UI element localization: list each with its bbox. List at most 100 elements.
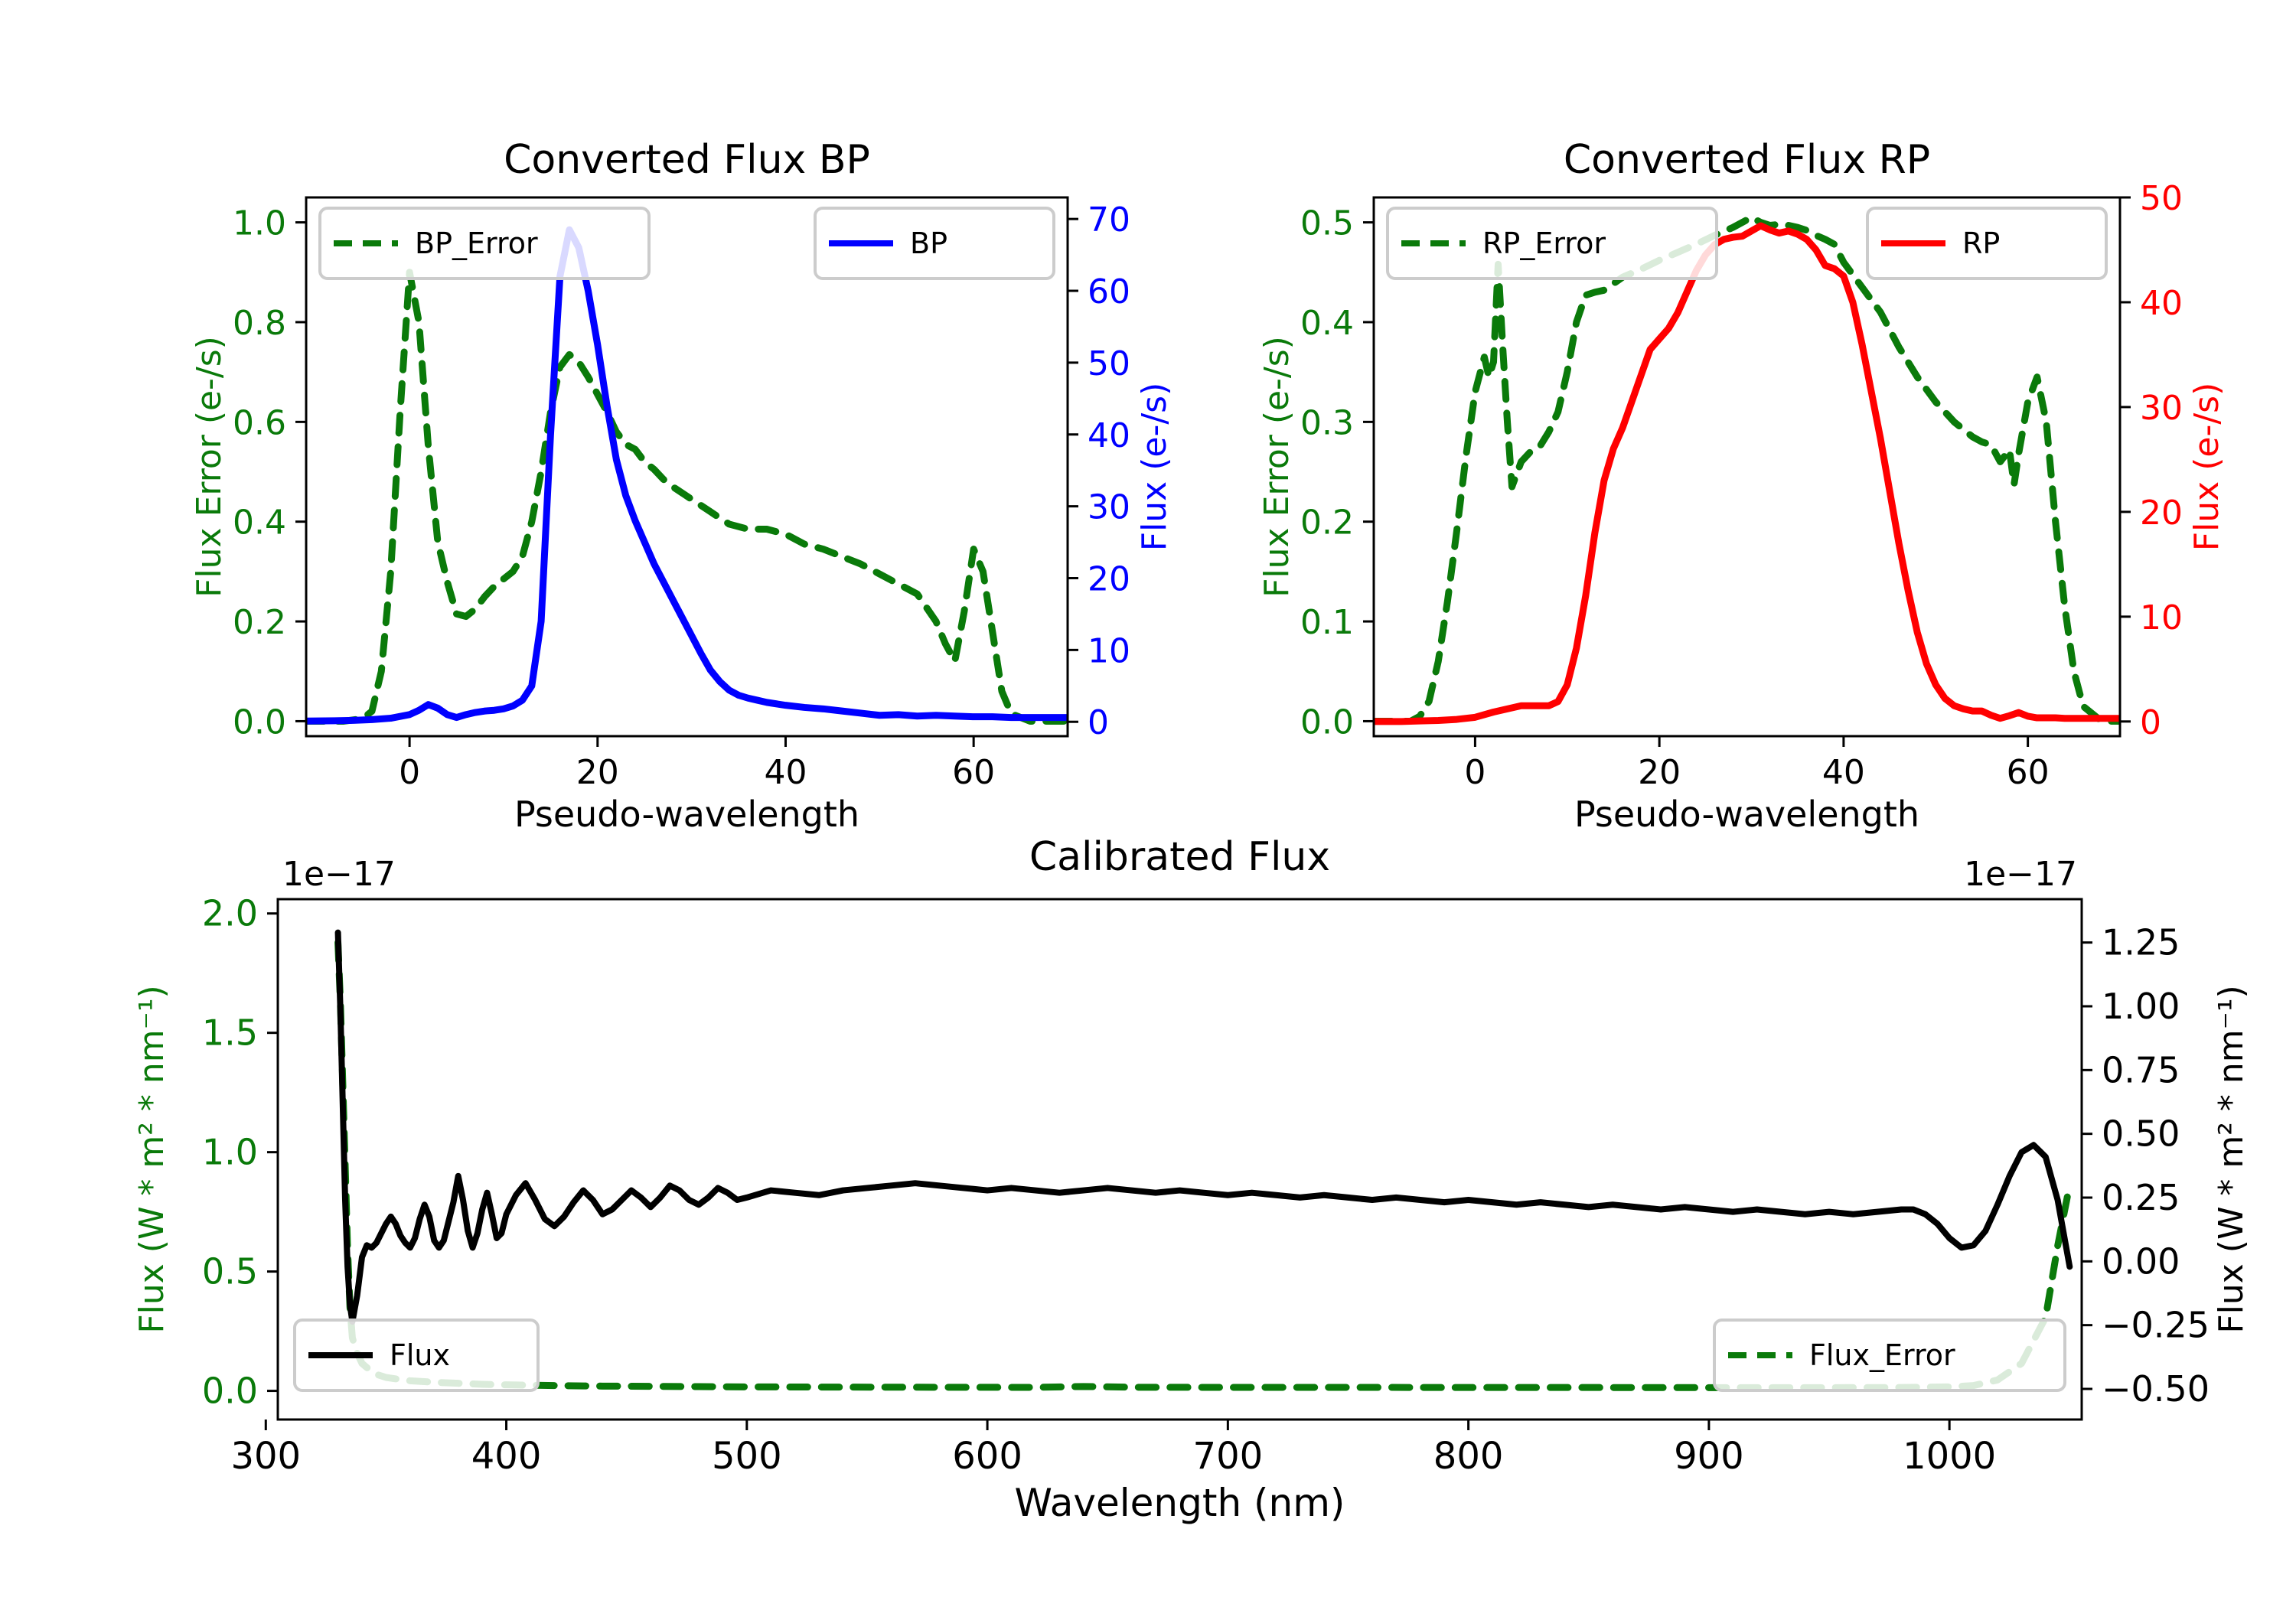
legend-label: RP [1962,227,2000,260]
ytick-label-left: 1.5 [202,1012,258,1054]
panel-converted-flux-rp: Converted Flux RP 0.0 0.1 0.2 0.3 0.4 0.5 0 10 20… [1257,137,2226,835]
yaxis-label-left-rp: Flux Error (e-/s) [1257,336,1296,598]
legend-flux[interactable]: Flux [293,1319,540,1392]
ytick-label-right: 0.75 [2102,1049,2180,1090]
series-bp [306,226,1068,725]
xaxis-label-bp: Pseudo-wavelength [514,794,859,835]
ytick-label-right: 50 [2140,179,2183,218]
ytick-label-right: 1.00 [2102,986,2180,1027]
yaxis-label-right-rp: Flux (e-/s) [2187,383,2226,551]
axes-frame [305,196,1069,738]
ytick-label-right: 0 [1088,703,1109,742]
xtick-label: 0 [1464,753,1486,792]
xaxis-label-rp: Pseudo-wavelength [1574,794,1919,835]
ytick-label-left: 2.0 [202,893,258,934]
yaxis-label-right-calibrated: Flux (W * m² * nm⁻¹) [2212,985,2251,1333]
plot-area-bp [306,226,1068,725]
ytick-label-right: 20 [1088,559,1130,598]
ytick-label-left: 0.0 [202,1371,258,1412]
ytick-label-right: 20 [2140,494,2183,533]
yaxis-label-left-calibrated: Flux (W * m² * nm⁻¹) [132,985,171,1333]
ytick-label-right: 1.25 [2102,922,2180,963]
ytick-label-left: 1.0 [233,204,286,243]
legend-frame [1866,207,2108,280]
xtick-label: 20 [1638,753,1681,792]
xaxis-label-calibrated: Wavelength (nm) [1015,1481,1345,1525]
series-rp-error [1374,214,2120,725]
legend-frame [814,207,1055,280]
ytick-label-right: 0.25 [2102,1177,2180,1218]
xtick-label: 900 [1674,1435,1744,1478]
ytick-label-right: 0.50 [2102,1113,2180,1155]
ytick-label-left: 0.0 [233,702,286,742]
panel-title-calibrated: Calibrated Flux [1029,834,1330,880]
panel-converted-flux-bp: Converted Flux BP 0.0 0.2 0.4 0.6 0.8 1.0 0 10 20… [190,137,1174,835]
xtick-label: 400 [471,1435,542,1478]
offset-label-left: 1e−17 [282,855,396,894]
xtick-label: 700 [1193,1435,1264,1478]
panel-title-rp: Converted Flux RP [1564,137,1930,183]
xtick-label: 40 [764,753,807,792]
ytick-label-left: 0.5 [1300,204,1354,243]
ytick-label-right: 0 [2140,703,2161,742]
ytick-label-right: 30 [1088,488,1130,527]
ytick-label-right: 70 [1088,200,1130,240]
ytick-label-left: 0.3 [1300,403,1354,442]
xtick-label: 60 [952,753,995,792]
legend-label: BP_Error [415,227,538,260]
series-rp [1374,222,2120,725]
ytick-label-left: 0.6 [233,403,286,442]
xtick-label: 300 [230,1435,301,1478]
axes-frame [1372,196,2122,738]
xtick-label: 800 [1433,1435,1504,1478]
xtick-label: 600 [952,1435,1022,1478]
xtick-label: 40 [1822,753,1865,792]
xtick-label: 0 [399,753,420,792]
legend-flux-error[interactable]: Flux_Error [1713,1319,2066,1392]
yaxis-label-right-bp: Flux (e-/s) [1135,383,1174,551]
plot-area-rp [1374,214,2120,725]
series-flux [334,929,2073,1325]
legend-label: RP_Error [1482,227,1606,260]
legend-frame [1713,1319,2066,1392]
series-bp-error [306,269,1068,725]
ytick-label-right: 10 [1088,631,1130,670]
ytick-label-right: 30 [2140,389,2183,428]
axes-frame [276,898,2083,1421]
legend-frame [318,207,651,280]
ytick-label-right: 0.00 [2102,1240,2180,1282]
ytick-label-left: 0.0 [1300,702,1354,742]
xtick-label: 60 [2007,753,2050,792]
legend-bp[interactable]: BP [814,207,1055,280]
legend-label: Flux_Error [1809,1338,1955,1372]
xtick-label: 500 [712,1435,782,1478]
panel-calibrated-flux: Calibrated Flux 1e−17 1e−17 0.0 0.5 1.0 1.5 2.0… [132,834,2251,1525]
ytick-label-left: 0.2 [233,603,286,642]
ytick-label-left: 0.1 [1300,603,1354,642]
ytick-label-right: −0.50 [2102,1368,2210,1410]
legend-frame [293,1319,540,1392]
legend-frame [1386,207,1718,280]
legend-bp-error[interactable]: BP_Error [318,207,651,280]
xtick-label: 1000 [1903,1435,1996,1478]
ytick-label-right: 50 [1088,344,1130,383]
xtick-label: 20 [576,753,619,792]
ytick-label-right: 40 [2140,284,2183,323]
ytick-label-left: 0.4 [233,504,286,543]
ytick-label-left: 0.8 [233,304,286,343]
ytick-label-left: 0.4 [1300,304,1354,343]
legend-label: Flux [390,1338,450,1372]
ytick-label-right: −0.25 [2102,1305,2210,1346]
panel-title-bp: Converted Flux BP [504,137,870,183]
yaxis-label-left-bp: Flux Error (e-/s) [190,336,229,598]
ytick-label-right: 10 [2140,598,2183,637]
legend-rp[interactable]: RP [1866,207,2108,280]
ytick-label-right: 40 [1088,416,1130,455]
ytick-label-left: 0.5 [202,1251,258,1292]
legend-rp-error[interactable]: RP_Error [1386,207,1718,280]
ytick-label-right: 60 [1088,272,1130,311]
offset-label-right: 1e−17 [1964,855,2077,894]
ytick-label-left: 0.2 [1300,504,1354,543]
ytick-label-left: 1.0 [202,1132,258,1173]
